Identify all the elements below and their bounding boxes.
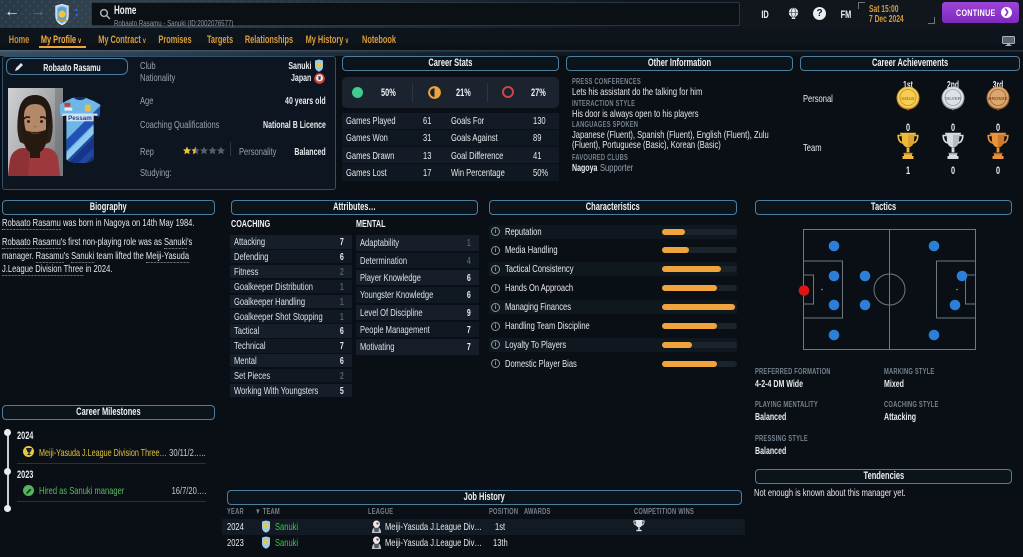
- svg-text:SILVER: SILVER: [945, 95, 962, 100]
- svg-text:GOLD: GOLD: [901, 95, 915, 100]
- svg-text:Pessam: Pessam: [68, 115, 92, 122]
- svg-text:BRONZE: BRONZE: [988, 95, 1007, 100]
